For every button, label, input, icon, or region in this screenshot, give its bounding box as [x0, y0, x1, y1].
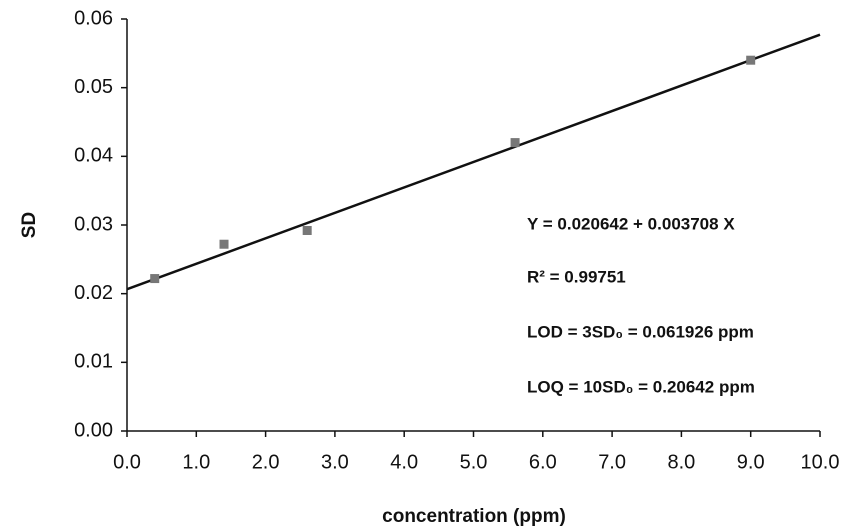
- x-tick-label: 9.0: [737, 451, 765, 473]
- x-tick-label: 1.0: [182, 451, 210, 473]
- x-tick-label: 3.0: [321, 451, 349, 473]
- x-tick-label: 2.0: [252, 451, 280, 473]
- x-tick-label: 6.0: [529, 451, 557, 473]
- y-tick-label: 0.03: [74, 213, 113, 235]
- x-tick-label: 5.0: [460, 451, 488, 473]
- y-tick-label: 0.01: [74, 351, 113, 373]
- y-tick-label: 0.04: [74, 145, 113, 167]
- data-point: [219, 239, 229, 249]
- y-tick-label: 0.06: [74, 7, 113, 29]
- x-tick-label: 4.0: [390, 451, 418, 473]
- annotation: R² = 0.99751: [527, 267, 626, 286]
- y-axis-title: SD: [19, 212, 40, 238]
- x-tick-label: 10.0: [801, 451, 840, 473]
- y-tick-label: 0.02: [74, 282, 113, 304]
- annotation: Y = 0.020642 + 0.003708 X: [527, 214, 735, 233]
- data-point: [746, 55, 756, 65]
- annotation: LOQ = 10SD₀ = 0.20642 ppm: [527, 377, 755, 396]
- x-tick-label: 0.0: [113, 451, 141, 473]
- x-tick-label: 8.0: [667, 451, 695, 473]
- x-axis-title: concentration (ppm): [382, 506, 566, 527]
- data-point: [150, 274, 160, 284]
- regression-line: [126, 33, 821, 291]
- annotation: LOD = 3SD₀ = 0.061926 ppm: [527, 322, 754, 341]
- y-tick-label: 0.05: [74, 76, 113, 98]
- data-point: [510, 138, 520, 148]
- data-point: [302, 225, 312, 235]
- y-tick-label: 0.00: [74, 419, 113, 441]
- x-tick-label: 7.0: [598, 451, 626, 473]
